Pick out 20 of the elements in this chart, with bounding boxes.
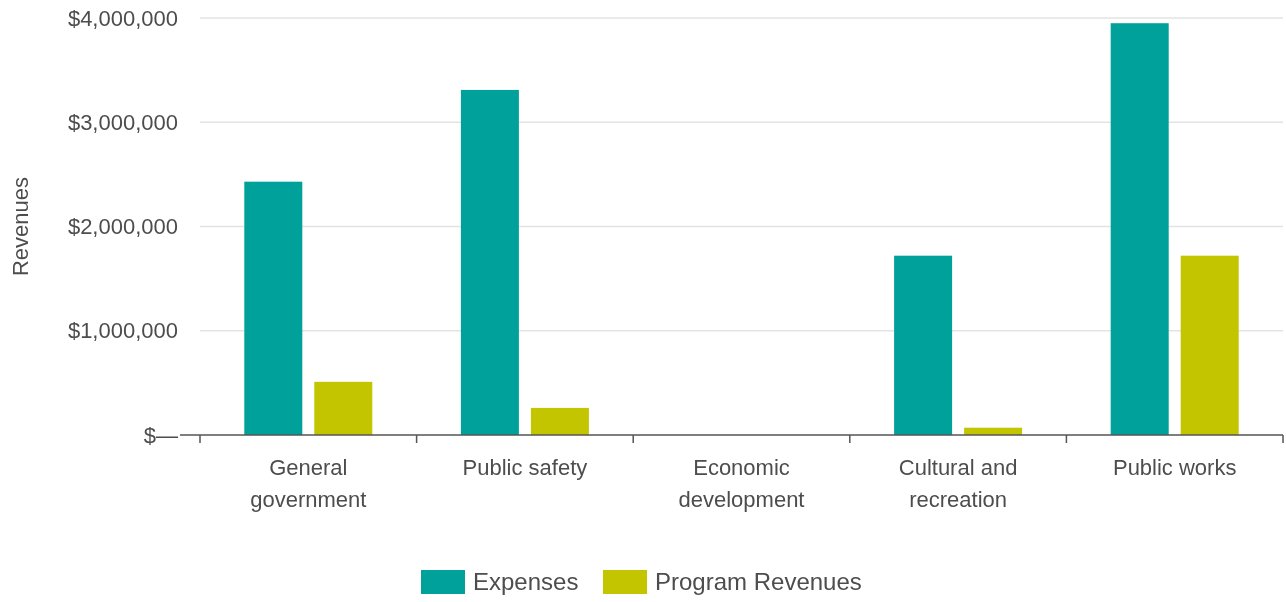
y-tick-label: $1,000,000 bbox=[67, 318, 178, 344]
bar bbox=[530, 407, 589, 435]
x-tick-label: General government bbox=[250, 455, 367, 512]
bar bbox=[460, 89, 519, 435]
bar bbox=[1180, 255, 1239, 435]
y-tick-label: $3,000,000 bbox=[67, 109, 178, 135]
bar bbox=[894, 255, 953, 435]
bar bbox=[1110, 23, 1169, 435]
x-tick-label: Public works bbox=[1112, 455, 1237, 480]
y-tick-label: $2,000,000 bbox=[67, 214, 178, 240]
x-tick-label: Public safety bbox=[462, 455, 588, 480]
bar bbox=[314, 381, 373, 435]
y-tick-label: $— bbox=[143, 422, 178, 448]
x-tick-label: Cultural and recreation bbox=[898, 455, 1018, 512]
y-tick-label: $4,000,000 bbox=[67, 5, 178, 31]
legend-label: Program Revenues bbox=[655, 568, 862, 595]
y-axis-title: Revenues bbox=[8, 176, 33, 277]
bar bbox=[244, 181, 303, 435]
legend-label: Expenses bbox=[473, 568, 579, 595]
x-tick-label: Economic development bbox=[678, 455, 805, 512]
